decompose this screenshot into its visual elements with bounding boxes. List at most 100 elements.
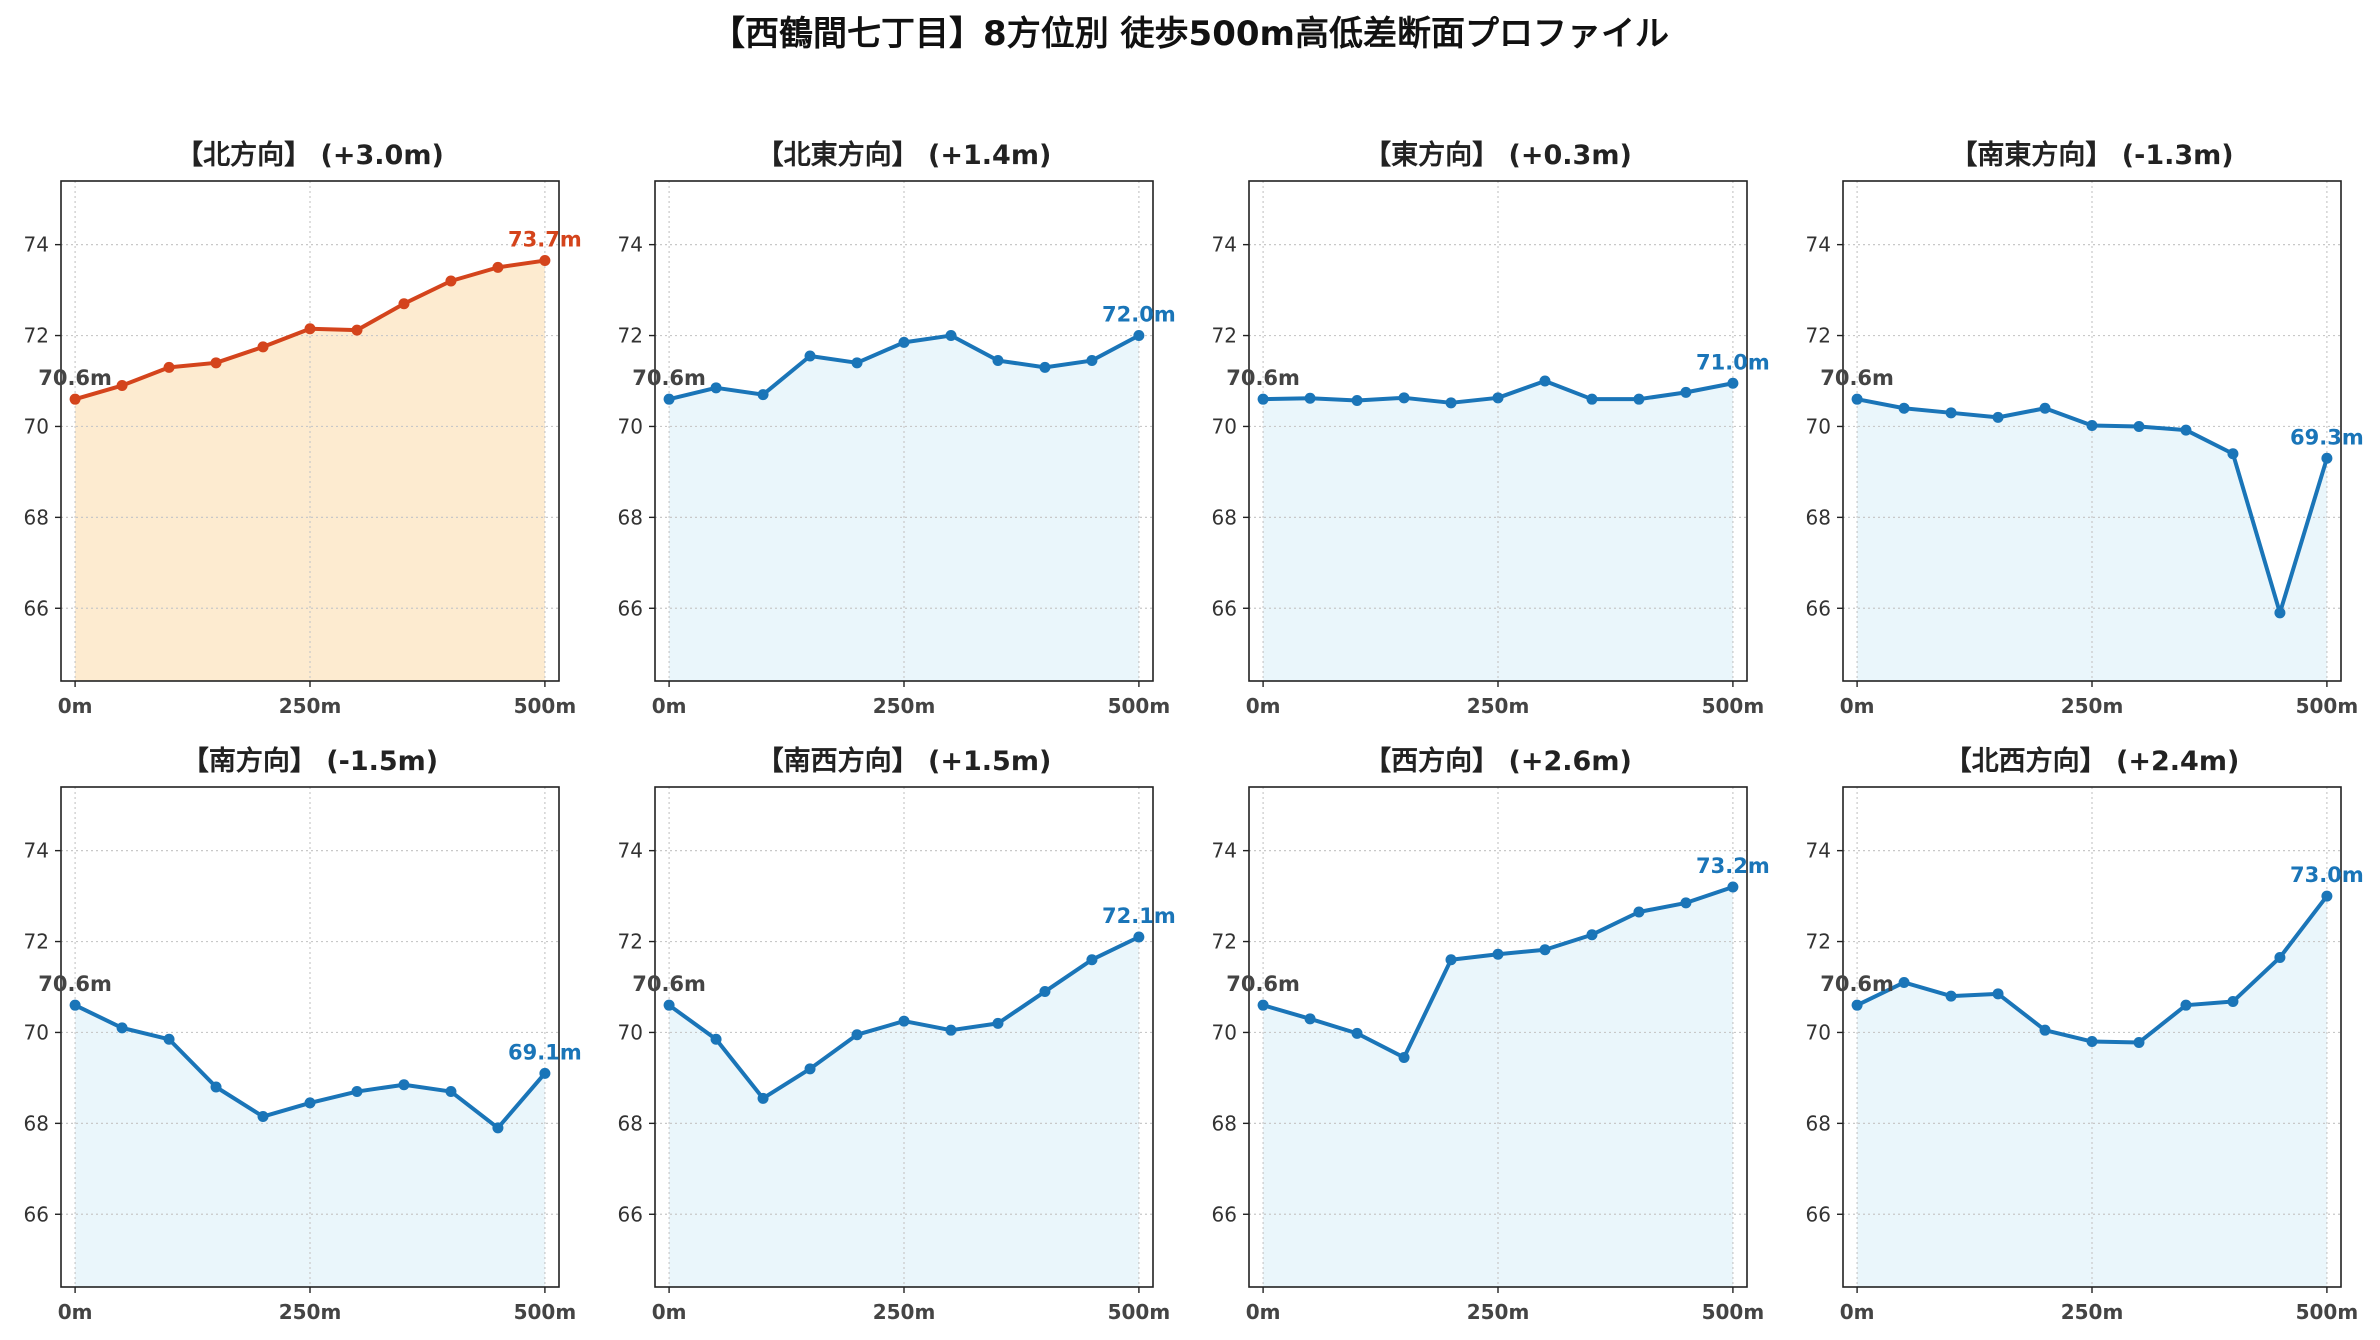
x-tick-label: 0m xyxy=(58,694,93,718)
y-tick-label: 74 xyxy=(24,839,49,863)
profile-point xyxy=(1851,999,1863,1011)
y-tick-label: 72 xyxy=(1806,324,1831,348)
profile-point xyxy=(2133,1036,2145,1048)
profile-point xyxy=(1945,990,1957,1002)
x-tick-label: 0m xyxy=(1840,1300,1875,1324)
profile-point xyxy=(1351,395,1363,407)
y-tick-label: 68 xyxy=(1806,1111,1831,1135)
profile-point xyxy=(539,255,551,267)
panels: 【北方向】 (+3.0m) 66 68 70 72 74 0m 250m 500m 70.6m 73… xyxy=(24,139,2364,1324)
x-tick-label: 500m xyxy=(2296,1300,2359,1324)
profile-point xyxy=(492,1122,504,1134)
profile-point xyxy=(1680,386,1692,398)
x-tick-label: 500m xyxy=(2296,694,2359,718)
profile-point xyxy=(1039,361,1051,373)
x-tick-label: 250m xyxy=(279,694,342,718)
profile-point xyxy=(1539,375,1551,387)
profile-point xyxy=(1633,906,1645,918)
profile-point xyxy=(898,336,910,348)
panel-title: 【南方向】 (-1.5m) xyxy=(182,745,438,777)
profile-point xyxy=(69,999,81,1011)
panel-title: 【北東方向】 (+1.4m) xyxy=(757,139,1052,171)
y-tick-label: 72 xyxy=(1806,930,1831,954)
profile-point xyxy=(1086,355,1098,367)
profile-point xyxy=(2180,424,2192,436)
start-value-label: 70.6m xyxy=(632,972,706,996)
profile-point xyxy=(1633,393,1645,405)
profile-point xyxy=(1039,986,1051,998)
profile-point xyxy=(163,1033,175,1045)
y-tick-label: 66 xyxy=(24,596,49,620)
y-tick-label: 70 xyxy=(1806,414,1831,438)
profile-point xyxy=(1586,929,1598,941)
y-tick-label: 70 xyxy=(1212,1020,1237,1044)
y-tick-label: 66 xyxy=(618,1202,643,1226)
profile-point xyxy=(1133,931,1145,943)
profile-point xyxy=(1727,881,1739,893)
profile-point xyxy=(210,1081,222,1093)
start-value-label: 70.6m xyxy=(38,972,112,996)
x-tick-label: 250m xyxy=(1467,694,1530,718)
panel-title: 【南東方向】 (-1.3m) xyxy=(1950,139,2233,171)
profile-point xyxy=(351,1086,363,1098)
profile-point xyxy=(898,1015,910,1027)
profile-point xyxy=(1304,392,1316,404)
y-tick-label: 74 xyxy=(618,233,643,257)
profile-point xyxy=(163,361,175,373)
profile-point xyxy=(804,350,816,362)
profile-point xyxy=(210,357,222,369)
profile-point xyxy=(257,1111,269,1123)
profile-area xyxy=(1857,896,2327,1287)
y-tick-label: 74 xyxy=(1806,233,1831,257)
profile-point xyxy=(1992,988,2004,1000)
profile-point xyxy=(539,1067,551,1079)
profile-point xyxy=(1492,948,1504,960)
profile-point xyxy=(1351,1027,1363,1039)
x-tick-label: 250m xyxy=(873,694,936,718)
profile-point xyxy=(69,393,81,405)
y-tick-label: 70 xyxy=(24,414,49,438)
profile-panel: 【北方向】 (+3.0m) 66 68 70 72 74 0m 250m 500m 70.6m 73… xyxy=(24,139,582,718)
profile-point xyxy=(1680,897,1692,909)
y-tick-label: 70 xyxy=(1806,1020,1831,1044)
y-tick-label: 68 xyxy=(24,505,49,529)
profile-point xyxy=(2321,452,2333,464)
profile-point xyxy=(351,324,363,336)
y-tick-label: 68 xyxy=(1212,505,1237,529)
y-tick-label: 72 xyxy=(618,930,643,954)
profile-point xyxy=(257,341,269,353)
profile-point xyxy=(1304,1013,1316,1025)
start-value-label: 70.6m xyxy=(1820,972,1894,996)
profile-point xyxy=(851,1029,863,1041)
y-tick-label: 68 xyxy=(618,1111,643,1135)
y-tick-label: 70 xyxy=(618,1020,643,1044)
profile-panel: 【西方向】 (+2.6m) 66 68 70 72 74 0m 250m 500m 70.6m 73… xyxy=(1212,745,1770,1324)
x-tick-label: 0m xyxy=(58,1300,93,1324)
profile-point xyxy=(2086,420,2098,432)
panel-title: 【北方向】 (+3.0m) xyxy=(176,139,444,171)
profile-point xyxy=(2133,420,2145,432)
profile-point xyxy=(2227,448,2239,460)
end-value-label: 72.1m xyxy=(1102,904,1176,928)
profile-point xyxy=(2180,999,2192,1011)
y-tick-label: 66 xyxy=(24,1202,49,1226)
profile-point xyxy=(1539,944,1551,956)
y-tick-label: 74 xyxy=(1212,839,1237,863)
y-tick-label: 72 xyxy=(1212,930,1237,954)
profile-point xyxy=(992,355,1004,367)
figure-title: 【西鶴間七丁目】8方位別 徒歩500m高低差断面プロファイル xyxy=(711,14,1669,54)
x-tick-label: 0m xyxy=(652,694,687,718)
profile-point xyxy=(1398,392,1410,404)
x-tick-label: 250m xyxy=(279,1300,342,1324)
panel-title: 【北西方向】 (+2.4m) xyxy=(1945,745,2240,777)
profile-area xyxy=(669,335,1139,681)
profile-point xyxy=(2321,890,2333,902)
x-tick-label: 0m xyxy=(1840,694,1875,718)
x-tick-label: 500m xyxy=(1702,694,1765,718)
end-value-label: 73.7m xyxy=(508,228,582,252)
profile-point xyxy=(1898,976,1910,988)
profile-point xyxy=(710,382,722,394)
profile-area xyxy=(1857,399,2327,681)
profile-point xyxy=(398,1079,410,1091)
